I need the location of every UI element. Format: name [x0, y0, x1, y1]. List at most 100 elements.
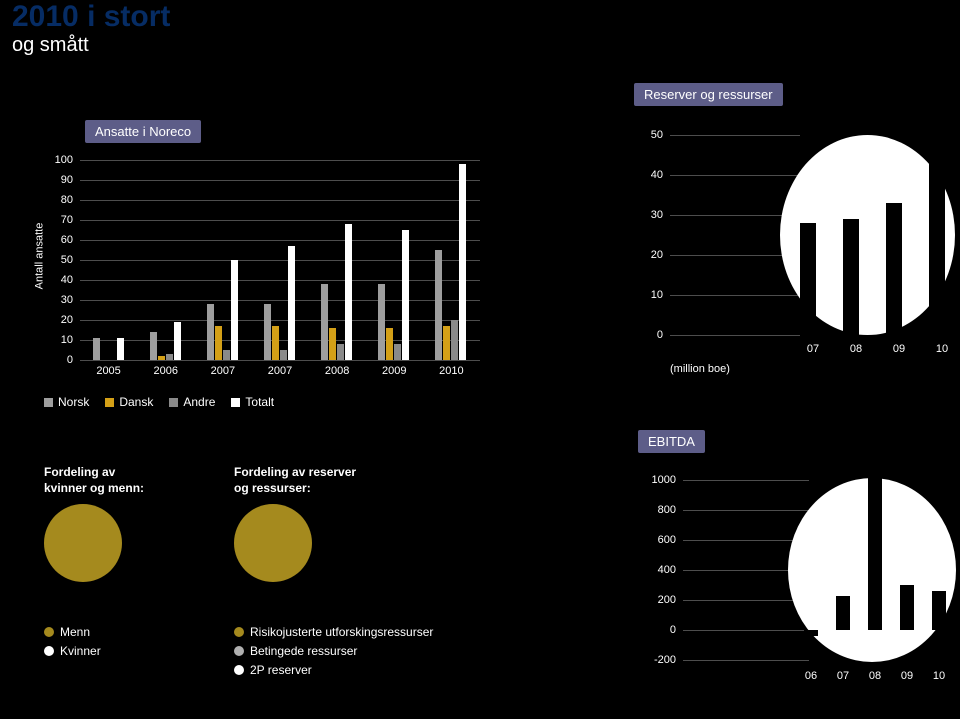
chart3-xtick: 07: [837, 670, 849, 682]
chart1-bar: [386, 328, 393, 360]
chart2-bars: [780, 135, 955, 335]
pie-legend-dot: [44, 627, 54, 637]
pie1-title: Fordeling avkvinner og menn:: [44, 465, 144, 496]
chart1-bar: [402, 230, 409, 360]
chart1-bar: [451, 320, 458, 360]
chart1-bar: [443, 326, 450, 360]
legend-label: Dansk: [119, 395, 153, 409]
page: 2010 i stort og smått Reserver og ressur…: [0, 0, 960, 719]
tag-reserver-wrap: Reserver og ressurser: [634, 83, 783, 106]
chart3-ytick: 0: [670, 624, 676, 636]
chart1-ytick: 100: [55, 154, 73, 166]
chart2-xtick: 08: [850, 343, 862, 355]
pie2-title: Fordeling av reserverog ressurser:: [234, 465, 356, 496]
chart2-xtick: 10: [936, 343, 948, 355]
chart1-ytick: 60: [61, 234, 73, 246]
chart3-xtick: 06: [805, 670, 817, 682]
chart3-title: EBITDA: [638, 430, 705, 453]
pie-legend-item: Risikojusterte utforskingsressurser: [234, 625, 433, 639]
chart3-xtick: 10: [933, 670, 945, 682]
chart1-bar: [378, 284, 385, 360]
legend-swatch: [169, 398, 178, 407]
chart1-ytick: 40: [61, 274, 73, 286]
pie-legend-item: Kvinner: [44, 644, 101, 658]
chart1-yticks: 0102030405060708090100: [40, 160, 75, 360]
pie-section: Fordeling avkvinner og menn: Fordeling a…: [44, 465, 564, 695]
chart3-ytick: 1000: [652, 474, 676, 486]
chart1-bar: [329, 328, 336, 360]
chart1-title-wrap: Ansatte i Noreco: [85, 120, 201, 143]
chart-ebitda: EBITDA -20002004006008001000 0607080910: [638, 480, 938, 705]
chart2-yticks: 01020304050: [635, 135, 665, 335]
page-subtitle: og smått: [12, 33, 170, 57]
chart1-bar: [394, 344, 401, 360]
chart1-bar: [166, 354, 173, 360]
page-title: 2010 i stort: [12, 0, 170, 33]
chart1-ytick: 0: [67, 354, 73, 366]
title-block: 2010 i stort og smått: [12, 0, 170, 57]
chart1-xticks: 2005200620072007200820092010: [80, 365, 480, 385]
legend-swatch: [105, 398, 114, 407]
chart1-legend: NorskDanskAndreTotalt: [44, 395, 290, 410]
chart1-plot: [80, 160, 480, 360]
chart1-ytick: 70: [61, 214, 73, 226]
chart1-title: Ansatte i Noreco: [85, 120, 201, 143]
chart-reserver: 01020304050 07080910 (million boe): [630, 113, 930, 383]
chart1-ytick: 90: [61, 174, 73, 186]
chart3-ytick: 400: [658, 564, 676, 576]
chart3-circle: [788, 478, 956, 662]
pie-legend-dot: [234, 646, 244, 656]
pie-legend-label: Betingede ressurser: [250, 644, 357, 658]
chart1-bar: [321, 284, 328, 360]
chart2-ytick: 40: [651, 169, 663, 181]
legend-item: Andre: [169, 395, 215, 409]
pie-legend-label: 2P reserver: [250, 663, 312, 677]
pie2-block: Fordeling av reserverog ressurser:: [234, 465, 356, 582]
pie-legend-item: Betingede ressurser: [234, 644, 433, 658]
pie-legend-item: Menn: [44, 625, 101, 639]
pie-legend-dot: [44, 646, 54, 656]
chart1-xtick: 2010: [439, 365, 463, 377]
pie1: [44, 504, 122, 582]
pie2-legend: Risikojusterte utforskingsressurser Betin…: [234, 625, 433, 682]
chart1-bar: [459, 164, 466, 360]
chart1-bar: [158, 356, 165, 360]
chart3-bar: [836, 596, 850, 631]
chart1-bar: [337, 344, 344, 360]
chart3-yticks: -20002004006008001000: [638, 480, 678, 660]
chart1-xtick: 2006: [153, 365, 177, 377]
chart1-xtick: 2005: [96, 365, 120, 377]
chart2-bar: [929, 155, 945, 335]
chart2-ytick: 10: [651, 289, 663, 301]
chart1-bar: [117, 338, 124, 360]
chart1-ytick: 10: [61, 334, 73, 346]
chart3-xtick: 09: [901, 670, 913, 682]
legend-label: Norsk: [58, 395, 89, 409]
chart3-ytick: 800: [658, 504, 676, 516]
chart3-ytick: 600: [658, 534, 676, 546]
legend-item: Norsk: [44, 395, 89, 409]
pie-legend-label: Kvinner: [60, 644, 101, 658]
chart2-ytick: 0: [657, 329, 663, 341]
chart3-bar: [900, 585, 914, 630]
chart-ansatte: Ansatte i Noreco Antall ansatte 01020304…: [40, 160, 500, 410]
chart1-bar: [215, 326, 222, 360]
pie1-block: Fordeling avkvinner og menn:: [44, 465, 144, 582]
legend-swatch: [231, 398, 240, 407]
chart3-bar: [804, 630, 818, 636]
legend-item: Dansk: [105, 395, 153, 409]
chart1-ytick: 80: [61, 194, 73, 206]
chart1-xtick: 2008: [325, 365, 349, 377]
tag-reserver: Reserver og ressurser: [634, 83, 783, 106]
chart3-xtick: 08: [869, 670, 881, 682]
chart3-title-wrap: EBITDA: [638, 430, 705, 453]
chart3-bar: [932, 591, 946, 630]
pie-legend-dot: [234, 665, 244, 675]
chart1-xtick: 2007: [211, 365, 235, 377]
pie-legend-dot: [234, 627, 244, 637]
chart2-million-boe: (million boe): [670, 363, 730, 375]
chart2-bar: [843, 219, 859, 335]
legend-label: Andre: [183, 395, 215, 409]
chart3-bar: [868, 462, 882, 630]
chart1-bar: [207, 304, 214, 360]
